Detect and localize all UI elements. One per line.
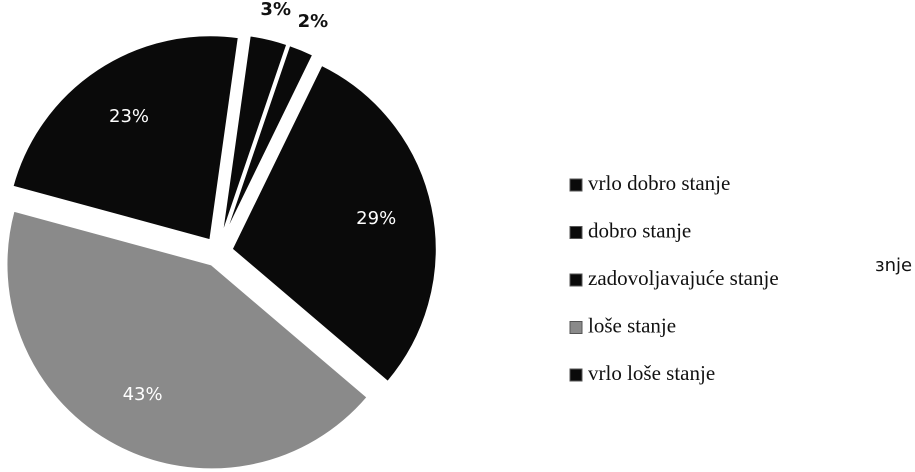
legend-label: zadovoljavajuće stanje — [588, 266, 779, 290]
legend-swatch — [569, 178, 583, 192]
legend-label: loše stanje — [588, 313, 676, 337]
pie-slice — [230, 63, 438, 384]
legend-swatch — [569, 226, 583, 239]
legend-swatch — [569, 368, 583, 382]
data-label: 29% — [356, 208, 396, 229]
annotation: ɜnje — [875, 255, 912, 276]
legend-swatch — [569, 321, 583, 334]
pie-slice — [220, 34, 289, 239]
pie-slice — [222, 43, 315, 240]
data-label: 3% — [260, 0, 291, 20]
legend-label: vrlo loše stanje — [588, 361, 715, 385]
data-label: 2% — [298, 11, 329, 32]
legend-label: vrlo dobro stanje — [588, 171, 730, 195]
pie-slice — [11, 34, 240, 242]
pie-slice — [5, 209, 369, 471]
data-label: 23% — [109, 106, 149, 127]
legend-label: dobro stanje — [588, 218, 691, 242]
legend-swatch — [569, 273, 583, 287]
data-label: 43% — [123, 384, 163, 405]
